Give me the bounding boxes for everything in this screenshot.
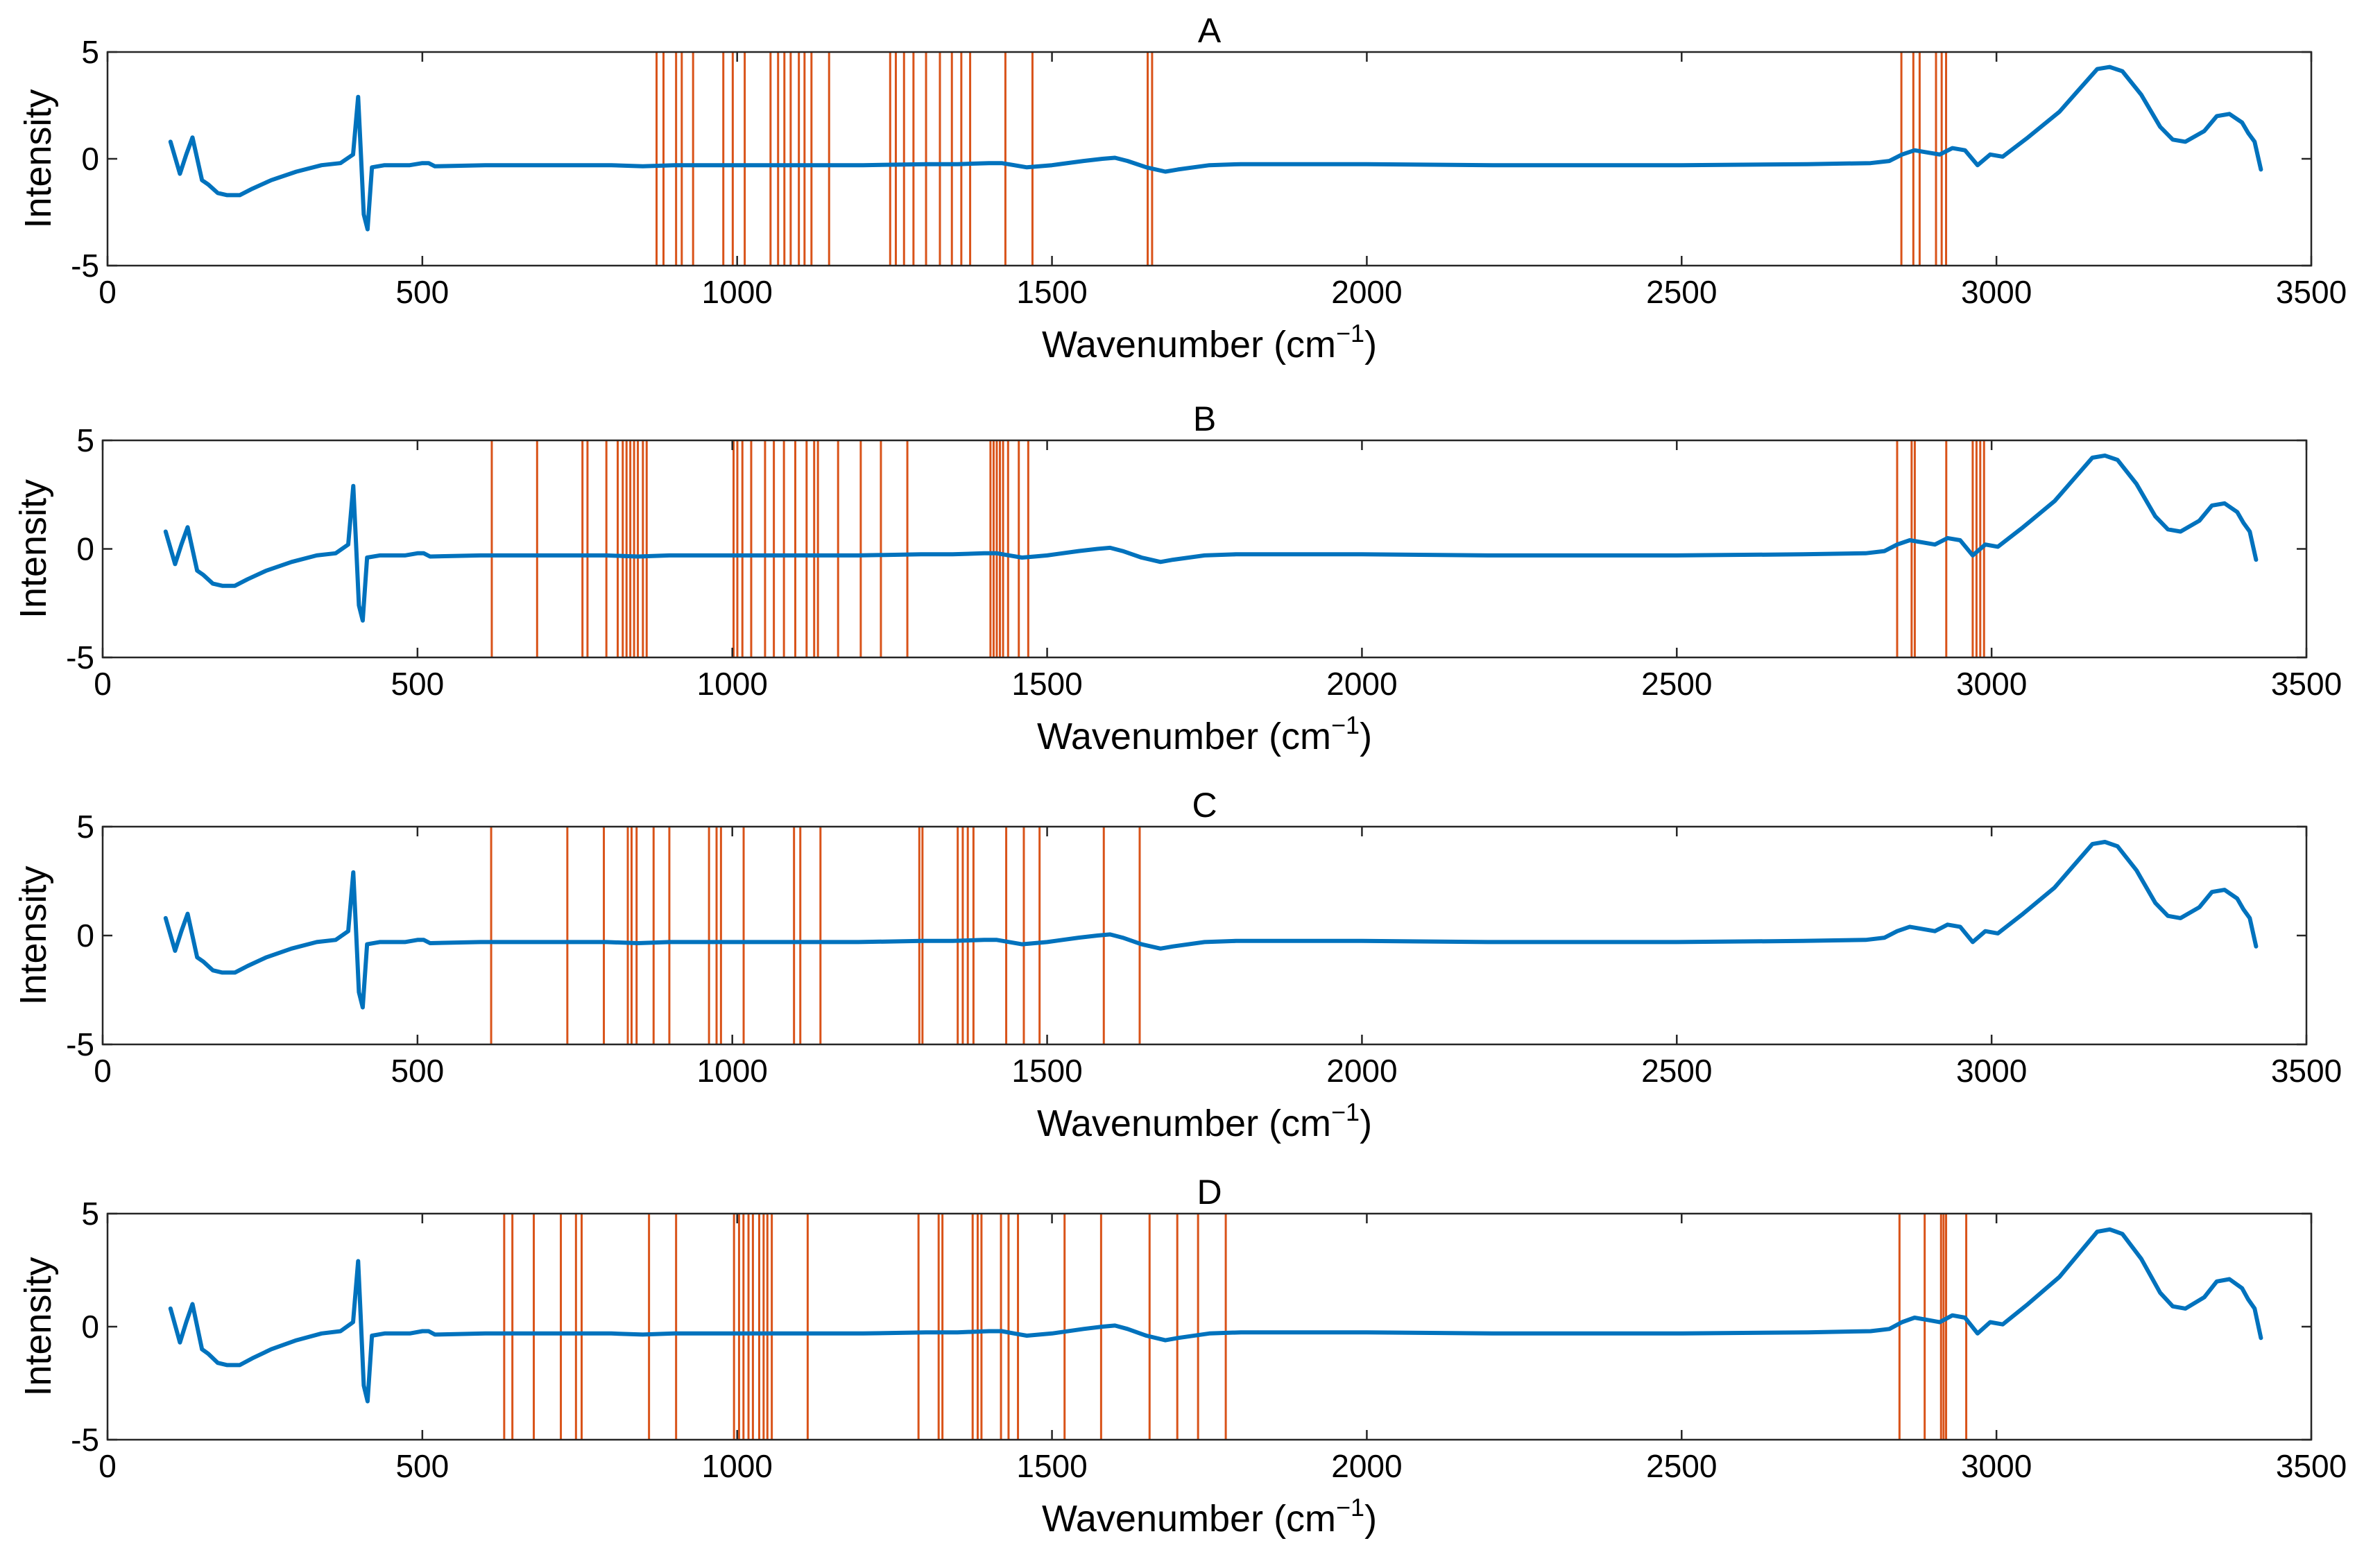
spectrum-line [163,840,2259,1010]
x-tick-label: 2500 [1646,274,1717,310]
y-tick-label: -5 [71,1422,99,1458]
y-axis-label: Intensity [17,1257,59,1396]
x-tick-label: 500 [395,1448,449,1484]
x-tick-label: 1500 [1016,1448,1087,1484]
y-tick-label: 0 [81,141,99,177]
x-tick-label: 500 [391,666,444,702]
x-tick-label: 1500 [1016,274,1087,310]
x-tick-label: 3500 [2271,666,2342,702]
x-tick-label: 2500 [1646,1448,1717,1484]
x-axis-label: Wavenumber (cm−1) [1042,1493,1377,1540]
y-axis-label: Intensity [17,89,59,228]
x-tick-label: 0 [98,1448,117,1484]
x-tick-label: 0 [94,666,112,702]
x-tick-label: 1000 [702,274,773,310]
x-tick-label: 0 [98,274,117,310]
x-tick-label: 3500 [2276,274,2347,310]
panel-title: D [1197,1173,1222,1212]
x-tick-label: 2000 [1331,274,1402,310]
x-axis-label: Wavenumber (cm−1) [1042,319,1377,365]
marker-lines [503,1214,1968,1440]
x-tick-label: 2000 [1326,666,1397,702]
x-tick-label: 2000 [1326,1053,1397,1089]
x-tick-label: 3000 [1956,666,2027,702]
x-axis-label: Wavenumber (cm−1) [1037,1098,1372,1144]
x-tick-label: 3000 [1961,1448,2032,1484]
x-tick-label: 3500 [2271,1053,2342,1089]
y-tick-label: 5 [81,1196,99,1232]
x-tick-label: 1500 [1011,666,1082,702]
y-axis-label: Intensity [12,479,54,619]
y-tick-label: -5 [66,1026,94,1062]
spectrum-line [168,1227,2263,1404]
x-tick-label: 0 [94,1053,112,1089]
y-tick-label: 5 [76,809,94,845]
axes-frame [106,1212,2313,1441]
panel-c: 0 500 1000 1500 2000 2500 3000 350050-5CWavenum… [12,786,2342,1144]
x-tick-label: 2000 [1331,1448,1402,1484]
axes-frame [106,51,2313,267]
x-tick-label: 3500 [2276,1448,2347,1484]
panel-d: 0 500 1000 1500 2000 2500 3000 350050-5DWavenum… [17,1173,2347,1540]
panel-title: B [1193,399,1216,438]
panel-b: 0 500 1000 1500 2000 2500 3000 350050-5BWavenum… [12,399,2342,757]
y-tick-label: 0 [76,917,94,954]
panel-title: C [1192,786,1217,825]
spectrum-line [168,64,2263,232]
axes-frame [101,825,2308,1046]
x-tick-label: 1000 [697,666,768,702]
y-tick-label: 0 [81,1309,99,1345]
x-tick-label: 1500 [1011,1053,1082,1089]
marker-lines [490,440,1985,657]
x-tick-label: 3000 [1956,1053,2027,1089]
panel-title: A [1198,11,1222,50]
spectrum-line [163,453,2259,623]
x-tick-label: 2500 [1641,1053,1712,1089]
y-tick-label: -5 [66,639,94,675]
x-axis-label: Wavenumber (cm−1) [1037,711,1372,757]
panel-a: 0 500 1000 1500 2000 2500 3000 350050-5AWavenum… [17,11,2347,365]
x-tick-label: 1000 [702,1448,773,1484]
y-tick-label: -5 [71,248,99,284]
marker-lines [490,827,1141,1044]
y-tick-label: 5 [81,34,99,70]
marker-lines [656,52,1948,266]
y-tick-label: 0 [76,531,94,567]
x-tick-label: 2500 [1641,666,1712,702]
x-tick-label: 3000 [1961,274,2032,310]
x-tick-label: 500 [391,1053,444,1089]
x-tick-label: 500 [395,274,449,310]
x-tick-label: 1000 [697,1053,768,1089]
y-tick-label: 5 [76,422,94,458]
y-axis-label: Intensity [12,865,54,1005]
